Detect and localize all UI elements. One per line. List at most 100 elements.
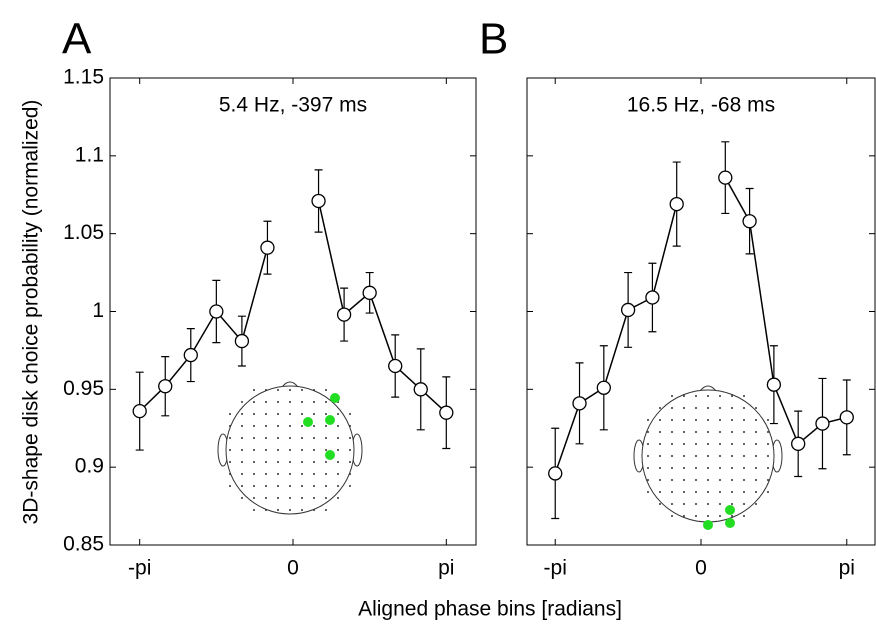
electrode: [731, 467, 733, 469]
electrode: [683, 467, 685, 469]
electrode: [695, 491, 697, 493]
electrode: [253, 437, 255, 439]
data-point: [815, 416, 830, 431]
electrode: [683, 515, 685, 517]
electrode: [719, 395, 721, 397]
electrode: [301, 437, 303, 439]
electrode: [325, 497, 327, 499]
electrode: [659, 467, 661, 469]
electrode: [695, 479, 697, 481]
electrode: [755, 455, 757, 457]
electrode: [683, 407, 685, 409]
electrode: [671, 467, 673, 469]
electrode: [277, 413, 279, 415]
electrode: [755, 419, 757, 421]
electrode: [229, 473, 231, 475]
electrode: [695, 467, 697, 469]
electrode: [683, 455, 685, 457]
electrode: [265, 425, 267, 427]
electrode: [265, 413, 267, 415]
electrode: [313, 389, 315, 391]
electrode: [695, 515, 697, 517]
electrode: [695, 407, 697, 409]
electrode: [767, 443, 769, 445]
electrode-highlight: [725, 518, 735, 528]
electrode: [695, 455, 697, 457]
electrode: [301, 449, 303, 451]
electrode: [337, 497, 339, 499]
electrode: [289, 461, 291, 463]
electrode: [241, 473, 243, 475]
electrode: [659, 479, 661, 481]
x-tick-label: -pi: [128, 557, 151, 580]
electrode: [659, 407, 661, 409]
electrode-highlight: [703, 520, 713, 530]
electrode: [289, 485, 291, 487]
data-point: [572, 396, 587, 411]
electrode: [695, 395, 697, 397]
electrode: [647, 443, 649, 445]
electrode: [337, 413, 339, 415]
electrode: [313, 473, 315, 475]
data-point: [336, 307, 352, 322]
electrode: [277, 401, 279, 403]
electrode: [659, 419, 661, 421]
electrode: [337, 425, 339, 427]
electrode: [241, 485, 243, 487]
electrode: [695, 419, 697, 421]
electrode: [683, 443, 685, 445]
electrode: [253, 413, 255, 415]
electrode: [755, 479, 757, 481]
electrode: [659, 455, 661, 457]
data-point: [645, 290, 660, 305]
data-point: [791, 436, 806, 451]
electrode: [647, 479, 649, 481]
electrode: [671, 431, 673, 433]
y-tick-label: 1.15: [63, 66, 104, 89]
y-tick-label: 1: [92, 299, 104, 322]
electrode-highlight: [330, 393, 340, 403]
data-point: [183, 347, 198, 363]
electrode: [755, 503, 757, 505]
electrode: [241, 497, 243, 499]
electrode-highlight: [725, 505, 735, 515]
electrode: [241, 425, 243, 427]
electrode: [755, 407, 757, 409]
electrode: [719, 491, 721, 493]
electrode: [301, 401, 303, 403]
electrode: [301, 413, 303, 415]
electrode: [731, 491, 733, 493]
electrode: [289, 425, 291, 427]
electrode: [707, 455, 709, 457]
electrode: [695, 431, 697, 433]
electrode: [683, 431, 685, 433]
electrode: [349, 473, 351, 475]
electrode: [337, 449, 339, 451]
electrode: [325, 461, 327, 463]
electrode: [325, 473, 327, 475]
electrode: [731, 479, 733, 481]
electrode: [647, 455, 649, 457]
electrode: [301, 497, 303, 499]
data-point: [260, 240, 275, 255]
electrode: [265, 401, 267, 403]
electrode: [755, 431, 757, 433]
electrode: [743, 467, 745, 469]
electrode: [229, 437, 231, 439]
electrode: [349, 461, 351, 463]
y-axis-label: 3D-shape disk choice probability (normal…: [20, 100, 43, 525]
electrode: [731, 443, 733, 445]
y-tick-label: 1.1: [75, 143, 104, 166]
electrode: [325, 509, 327, 511]
electrode: [265, 461, 267, 463]
electrode: [659, 431, 661, 433]
electrode: [253, 461, 255, 463]
electrode: [253, 509, 255, 511]
head-nose: [281, 381, 299, 388]
electrode: [707, 503, 709, 505]
electrode: [707, 443, 709, 445]
electrode: [301, 389, 303, 391]
panel-label: A: [62, 15, 92, 64]
electrode: [253, 425, 255, 427]
electrode: [265, 509, 267, 511]
